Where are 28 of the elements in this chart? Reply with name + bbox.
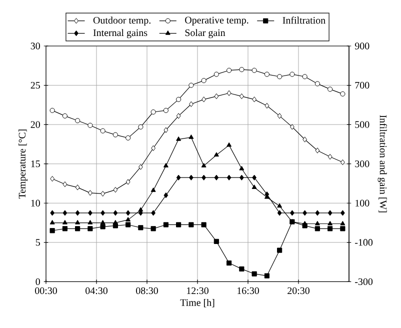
x-tick-label: 00:30 [35, 287, 57, 294]
y-axis-title: Temperature [°C] [18, 130, 28, 199]
legend-label: Internal gains [93, 29, 148, 38]
x-tick-label: 16:30 [238, 287, 259, 294]
y2-tick-label: 900 [354, 42, 370, 50]
y2-tick-label: 700 [355, 82, 370, 89]
y2-axis-title: Infiltration and gain [W] [378, 115, 387, 212]
y-tick-label: 25 [30, 82, 40, 89]
x-axis-title: Time [h] [180, 298, 214, 308]
x-tick-label: 20:30 [288, 287, 310, 294]
y2-tick-label: 100 [356, 200, 370, 206]
y-tick-label: 20 [30, 121, 40, 128]
y2-tick-label: -300 [355, 278, 373, 286]
x-tick-label: 04:30 [86, 287, 108, 294]
y2-tick-label: -100 [355, 239, 373, 246]
y2-tick-label: 500 [355, 121, 370, 128]
y-tick-label: 15 [31, 160, 40, 168]
legend-label: Outdoor temp. [93, 16, 150, 26]
y-tick-label: 10 [31, 200, 40, 206]
legend-label: Solar gain [185, 29, 226, 38]
y-tick-label: 0 [36, 278, 40, 286]
legend-label: Infiltration [282, 16, 326, 24]
x-tick-label: 08:30 [136, 287, 158, 294]
legend-label: Operative temp. [185, 16, 248, 26]
y2-tick-label: 300 [355, 160, 370, 168]
x-tick-label: 12:30 [187, 287, 208, 294]
y-tick-label: 5 [36, 239, 40, 246]
y-tick-label: 30 [30, 42, 40, 50]
